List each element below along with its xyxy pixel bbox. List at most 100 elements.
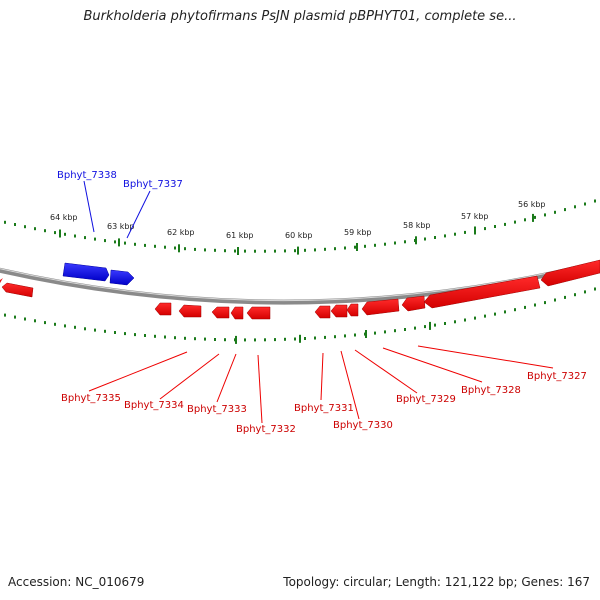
minor-tick [584, 202, 586, 206]
minor-tick [174, 336, 176, 340]
minor-tick [454, 320, 456, 324]
minor-tick [104, 239, 106, 243]
minor-tick [434, 323, 436, 327]
callout-line [83, 180, 95, 233]
minor-tick [314, 336, 316, 340]
scale-label: 57 kbp [461, 212, 489, 221]
minor-tick [94, 328, 96, 332]
inner-tick-ring [4, 287, 596, 344]
minor-tick [4, 313, 6, 317]
minor-tick [4, 220, 6, 224]
outer-tick-ring [4, 199, 596, 255]
gene-arrow-bphyt-7328[interactable] [401, 295, 426, 312]
gene-arrow-bphyt-7334[interactable] [178, 304, 202, 318]
gene-arrow-bphyt-7331[interactable] [314, 305, 331, 319]
gene-label-bphyt-7333[interactable]: Bphyt_7333 [187, 404, 247, 415]
scale-labels: 64 kbp 63 kbp 62 kbp 61 kbp 60 kbp 59 kb… [50, 200, 546, 240]
map-title: Burkholderia phytofirmans PsJN plasmid p… [83, 9, 517, 24]
callout-line [382, 347, 483, 383]
minor-tick [424, 237, 426, 241]
major-tick [59, 229, 61, 238]
major-tick [178, 244, 180, 253]
minor-tick [384, 242, 386, 246]
major-tick [237, 247, 239, 255]
reverse-gene-callouts: Bphyt_7335 Bphyt_7334 Bphyt_7333 Bphyt_7… [61, 345, 587, 435]
callout-line [126, 190, 151, 239]
minor-tick [184, 247, 186, 251]
minor-tick [34, 319, 36, 323]
minor-tick [24, 317, 26, 321]
minor-tick [344, 246, 346, 250]
minor-tick [344, 334, 346, 338]
minor-tick [384, 330, 386, 334]
minor-tick [564, 208, 566, 212]
minor-tick [354, 333, 356, 337]
gene-arrow-bphyt-7335[interactable] [154, 302, 172, 316]
gene-label-bphyt-7328[interactable]: Bphyt_7328 [461, 385, 521, 396]
scale-label: 63 kbp [107, 222, 135, 231]
minor-tick [24, 225, 26, 229]
gene-arrow-bphyt-7330-b[interactable] [346, 303, 359, 317]
plasmid-backbone-highlight [0, 260, 600, 302]
major-tick [532, 213, 534, 222]
minor-tick [454, 232, 456, 236]
gene-arrow-bphyt-7333-a[interactable] [211, 306, 230, 319]
callout-line [340, 350, 360, 420]
major-tick [429, 321, 431, 330]
scale-label: 64 kbp [50, 213, 78, 222]
minor-tick [444, 234, 446, 238]
gene-label-bphyt-7334[interactable]: Bphyt_7334 [124, 400, 184, 411]
minor-tick [544, 213, 546, 217]
minor-tick [224, 249, 226, 253]
gene-arrow-bphyt-7332[interactable] [246, 306, 271, 320]
minor-tick [594, 199, 596, 203]
minor-tick [44, 321, 46, 325]
gene-label-bphyt-7327[interactable]: Bphyt_7327 [527, 371, 587, 382]
callout-line [320, 352, 324, 401]
scale-label: 60 kbp [285, 231, 313, 240]
minor-tick [94, 237, 96, 241]
gene-label-bphyt-7331[interactable]: Bphyt_7331 [294, 403, 354, 414]
minor-tick [314, 248, 316, 252]
gene-label-bphyt-7330[interactable]: Bphyt_7330 [333, 420, 393, 431]
gene-label-bphyt-7337[interactable]: Bphyt_7337 [123, 179, 183, 190]
minor-tick [414, 326, 416, 330]
forward-gene-track [62, 262, 135, 286]
gene-arrow[interactable] [1, 282, 34, 298]
gene-arrow-bphyt-7330-a[interactable] [330, 304, 348, 318]
minor-tick [594, 287, 596, 291]
gene-label-bphyt-7338[interactable]: Bphyt_7338 [57, 170, 117, 181]
gene-arrow-bphyt-7327-b[interactable] [540, 259, 600, 287]
minor-tick [304, 337, 306, 340]
major-tick [356, 243, 358, 251]
minor-tick [154, 244, 156, 248]
callout-line [88, 351, 188, 392]
minor-tick [404, 328, 406, 331]
minor-tick [164, 245, 166, 249]
scale-label: 59 kbp [344, 228, 372, 237]
gene-arrow-bphyt-7327-a[interactable] [423, 275, 541, 309]
major-tick [299, 334, 301, 343]
gene-label-bphyt-7335[interactable]: Bphyt_7335 [61, 393, 121, 404]
gene-arrow-bphyt-7337[interactable] [109, 269, 135, 286]
minor-tick [264, 338, 266, 342]
gene-label-bphyt-7332[interactable]: Bphyt_7332 [236, 424, 296, 435]
gene-arrow-bphyt-7329[interactable] [361, 298, 400, 316]
minor-tick [564, 295, 566, 299]
minor-tick [334, 247, 336, 251]
minor-tick [574, 205, 576, 209]
minor-tick [304, 248, 306, 252]
minor-tick [84, 236, 86, 240]
callout-line [216, 353, 237, 403]
gene-arrow-bphyt-7333-b[interactable] [230, 306, 244, 320]
minor-tick [104, 329, 106, 333]
minor-tick [434, 236, 436, 239]
major-tick [415, 236, 417, 245]
gene-label-bphyt-7329[interactable]: Bphyt_7329 [396, 394, 456, 405]
gene-arrow-bphyt-7338[interactable] [62, 262, 110, 282]
minor-tick [554, 210, 556, 214]
minor-tick [84, 327, 86, 331]
gene-arrow-left-edge[interactable] [0, 278, 3, 283]
major-tick [118, 238, 120, 247]
